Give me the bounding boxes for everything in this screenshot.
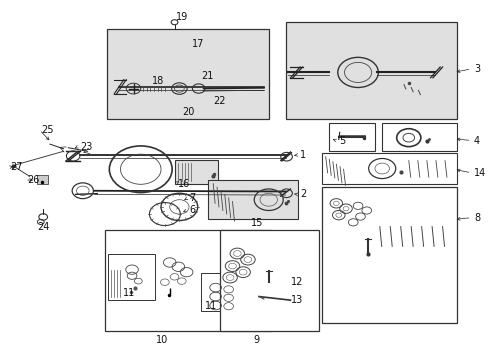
Bar [382, 123, 456, 151]
Text: 17: 17 [191, 39, 203, 49]
Bar [328, 123, 374, 151]
Bar [208, 180, 297, 220]
Text: 24: 24 [37, 222, 49, 231]
Text: 15: 15 [250, 218, 263, 228]
Text: 3: 3 [473, 64, 479, 74]
Text: 12: 12 [290, 277, 302, 287]
Text: 7: 7 [189, 193, 195, 203]
Text: 27: 27 [10, 162, 23, 172]
Bar [285, 22, 456, 119]
Bar [321, 187, 456, 323]
Text: 19: 19 [176, 12, 188, 22]
Text: 11: 11 [204, 301, 217, 311]
Text: 1: 1 [300, 150, 305, 160]
Text: 14: 14 [473, 168, 485, 178]
Text: 20: 20 [182, 107, 194, 117]
Bar [174, 160, 218, 184]
Text: 23: 23 [80, 141, 93, 152]
Bar [321, 153, 456, 184]
Text: 22: 22 [213, 96, 225, 106]
Bar [37, 175, 48, 184]
Text: 10: 10 [156, 334, 168, 345]
Text: 21: 21 [201, 71, 213, 81]
Text: 2: 2 [300, 189, 306, 199]
Text: 26: 26 [27, 175, 40, 185]
Text: 11: 11 [122, 288, 135, 298]
Text: 13: 13 [290, 295, 302, 305]
Text: 25: 25 [41, 125, 54, 135]
Text: 6: 6 [189, 206, 195, 216]
Bar [108, 253, 155, 300]
Bar [220, 230, 319, 330]
Bar [107, 30, 268, 119]
Text: 18: 18 [152, 76, 164, 86]
Bar [201, 273, 246, 311]
Text: 9: 9 [253, 334, 259, 345]
Text: 8: 8 [473, 213, 479, 222]
Text: 5: 5 [338, 136, 345, 145]
Text: 4: 4 [473, 136, 479, 145]
Text: 16: 16 [178, 179, 190, 189]
Bar [104, 230, 270, 330]
